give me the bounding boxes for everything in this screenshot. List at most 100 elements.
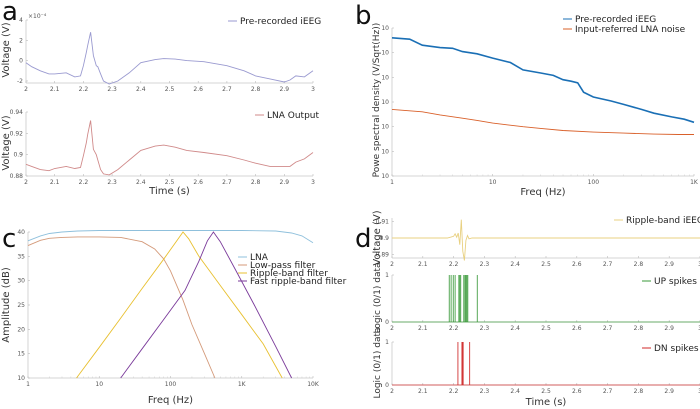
x-axis-label: Time (s) <box>148 186 190 197</box>
y-tick-label: 15 <box>17 351 25 358</box>
x-tick-label: 2.6 <box>572 325 582 332</box>
legend-entry: Pre-recorded iEEG <box>240 17 321 27</box>
y-tick-label: 0.92 <box>10 130 24 137</box>
x-tick-label: 2.5 <box>165 86 175 93</box>
x-axis-label: Freq (Hz) <box>148 395 193 406</box>
y-tick-label: 0.9 <box>13 152 23 159</box>
y-tick-label: 10 <box>381 148 389 155</box>
panel-letter: a <box>2 0 18 27</box>
chart-d1: 2 2.1 2.2 2.3 2.4 2.5 2.6 2.7 2.8 2.9 3 0.89 0.9 0.91… <box>355 210 700 268</box>
series-line-low-pass-filter <box>27 236 216 379</box>
legend-entry: Pre-recorded iEEG <box>575 15 656 25</box>
x-tick-label: 2.3 <box>480 325 490 332</box>
y-tick-label: 4 <box>19 17 23 24</box>
panel-letter: c <box>2 224 16 254</box>
y-tick-label: 25 <box>17 302 25 309</box>
chart-a1: 2 2.1 2.2 2.3 2.4 2.5 2.6 2.7 2.8 2.9 3 -2 0 2 4 Voltag… <box>1 0 321 93</box>
series-line-pre-recorded-ieeg <box>25 32 314 85</box>
x-tick-label: 2.3 <box>480 261 490 268</box>
y-tick-label: 10 <box>381 25 389 32</box>
x-tick-label: 2.8 <box>634 388 644 395</box>
x-tick-label: 100 <box>588 179 600 186</box>
x-tick-label: 3 <box>311 86 315 93</box>
y-tick-label: 1 <box>385 339 389 346</box>
x-tick-label: 2.9 <box>280 179 290 186</box>
x-tick-label: 2.6 <box>572 261 582 268</box>
y-tick-label: 0 <box>19 58 23 65</box>
y-axis-label: Logic (0/1) data <box>373 262 383 333</box>
x-tick-label: 2.9 <box>664 325 674 332</box>
x-tick-label: 2.2 <box>449 388 459 395</box>
y-tick-label: 2 <box>19 37 23 44</box>
x-tick-label: 3 <box>698 388 700 395</box>
y-tick-label: 10 <box>381 74 389 81</box>
y-tick-label: 35 <box>17 253 25 260</box>
y-tick-label: 0.88 <box>10 173 24 180</box>
x-tick-label: 2.3 <box>107 86 117 93</box>
legend-entry: Ripple-band iEEG <box>626 216 700 226</box>
y-axis-label: Voltage (V) <box>1 115 12 170</box>
series-line-lna <box>27 230 314 244</box>
x-tick-label: 2.5 <box>541 261 551 268</box>
x-tick-label: 2.4 <box>510 261 520 268</box>
y-tick-label: 10 <box>381 50 389 57</box>
series-line-fast-ripple-band-filter <box>120 231 293 379</box>
x-tick-label: 2.7 <box>603 325 613 332</box>
legend-entry: Fast ripple-band filter <box>250 277 347 287</box>
x-tick-label: 2.1 <box>50 86 60 93</box>
x-tick-label: 3 <box>311 179 315 186</box>
x-tick-label: 2.5 <box>541 325 551 332</box>
x-tick-label: 2.4 <box>136 179 146 186</box>
x-tick-label: 2.8 <box>634 325 644 332</box>
x-axis-label: Freq (Hz) <box>520 187 565 198</box>
y-tick-label: 0.89 <box>376 252 390 259</box>
legend-entry: LNA <box>250 253 269 263</box>
x-tick-label: 10 <box>489 179 497 186</box>
x-tick-label: 2.4 <box>510 325 520 332</box>
x-tick-label: 2.5 <box>541 388 551 395</box>
x-tick-label: 2.9 <box>664 261 674 268</box>
y-tick-label: 10 <box>381 124 389 131</box>
x-tick-label: 10 <box>95 381 103 388</box>
y-axis-label: Voltage (V) <box>1 22 12 77</box>
series-line-input-referred-lna-noise <box>391 108 694 135</box>
y-tick-label: 0.91 <box>376 218 390 225</box>
y-tick-label: 0.9 <box>379 235 389 242</box>
y-tick-label: 10 <box>381 173 389 180</box>
x-tick-label: 2.7 <box>222 179 232 186</box>
y-tick-label: 10 <box>381 99 389 106</box>
panel-letter: b <box>355 1 372 31</box>
x-tick-label: 2 <box>390 325 394 332</box>
x-tick-label: 2.6 <box>193 179 203 186</box>
y-tick-label: -2 <box>17 78 23 85</box>
y-exponent-label: ×10⁻⁴ <box>28 13 47 20</box>
series-line-lna-output <box>25 120 314 176</box>
y-tick-label: 40 <box>17 229 25 236</box>
panel-letter: d <box>355 224 372 254</box>
x-tick-label: 1 <box>26 381 30 388</box>
series-line-pre-recorded-ieeg <box>391 37 695 124</box>
x-tick-label: 2.7 <box>603 388 613 395</box>
legend-entry: Low-pass filter <box>250 261 316 271</box>
x-tick-label: 3 <box>698 261 700 268</box>
x-tick-label: 2 <box>24 179 28 186</box>
x-tick-label: 2.2 <box>449 325 459 332</box>
x-tick-label: 3 <box>698 325 700 332</box>
legend-entry: Ripple-band filter <box>250 269 328 279</box>
x-tick-label: 2.6 <box>193 86 203 93</box>
legend-entry: DN spikes <box>654 344 699 354</box>
x-tick-label: 2.7 <box>222 86 232 93</box>
x-tick-label: 2.2 <box>79 86 89 93</box>
x-tick-label: 2.4 <box>510 388 520 395</box>
y-tick-label: 1 <box>385 272 389 279</box>
x-tick-label: 1K <box>690 179 699 186</box>
x-tick-label: 2 <box>24 86 28 93</box>
y-axis-label: Voltage (V) <box>372 210 383 265</box>
x-tick-label: 2.7 <box>603 261 613 268</box>
y-tick-label: 10 <box>17 375 25 382</box>
x-tick-label: 1K <box>238 381 247 388</box>
